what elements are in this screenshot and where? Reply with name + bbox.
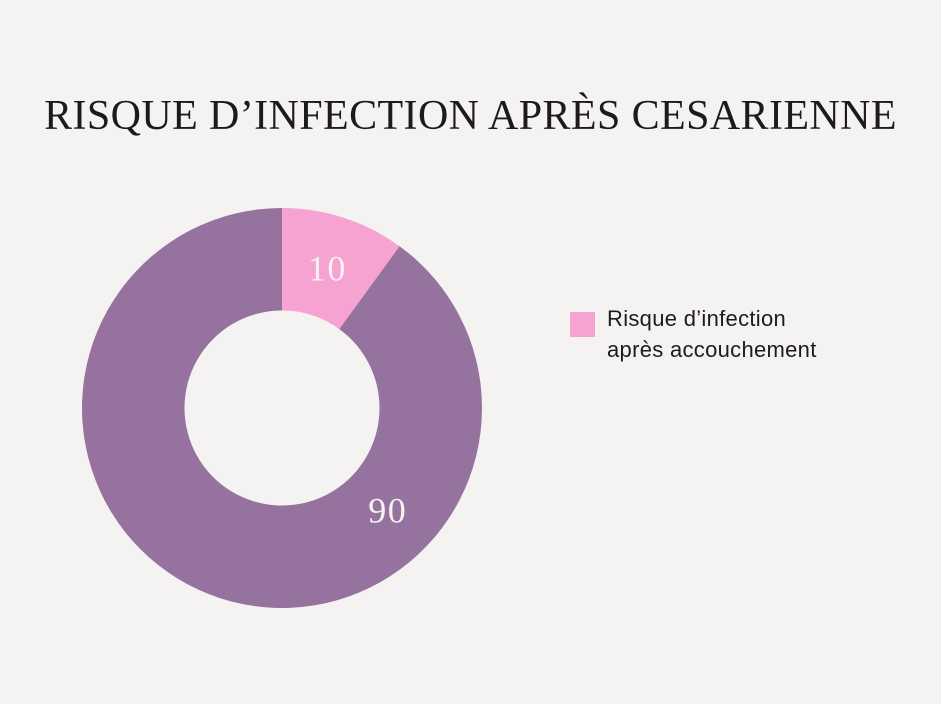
slice-value-label-0: 10 bbox=[308, 249, 347, 289]
donut-chart-area: 10 90 bbox=[82, 208, 482, 608]
donut-chart: 10 90 bbox=[82, 208, 482, 608]
legend-swatch-risque-infection bbox=[570, 312, 595, 337]
donut-slice-1 bbox=[82, 208, 482, 608]
legend-label-risque-infection: Risque d’infection après accouchement bbox=[607, 303, 817, 365]
slice-value-label-1: 90 bbox=[368, 491, 407, 531]
legend-label-line-2: après accouchement bbox=[607, 337, 817, 362]
chart-legend: Risque d’infection après accouchement bbox=[570, 303, 817, 365]
legend-label-line-1: Risque d’infection bbox=[607, 306, 787, 331]
chart-title: RISQUE D’INFECTION APRÈS CESARIENNE bbox=[44, 93, 897, 139]
donut-slice-0 bbox=[282, 208, 400, 330]
